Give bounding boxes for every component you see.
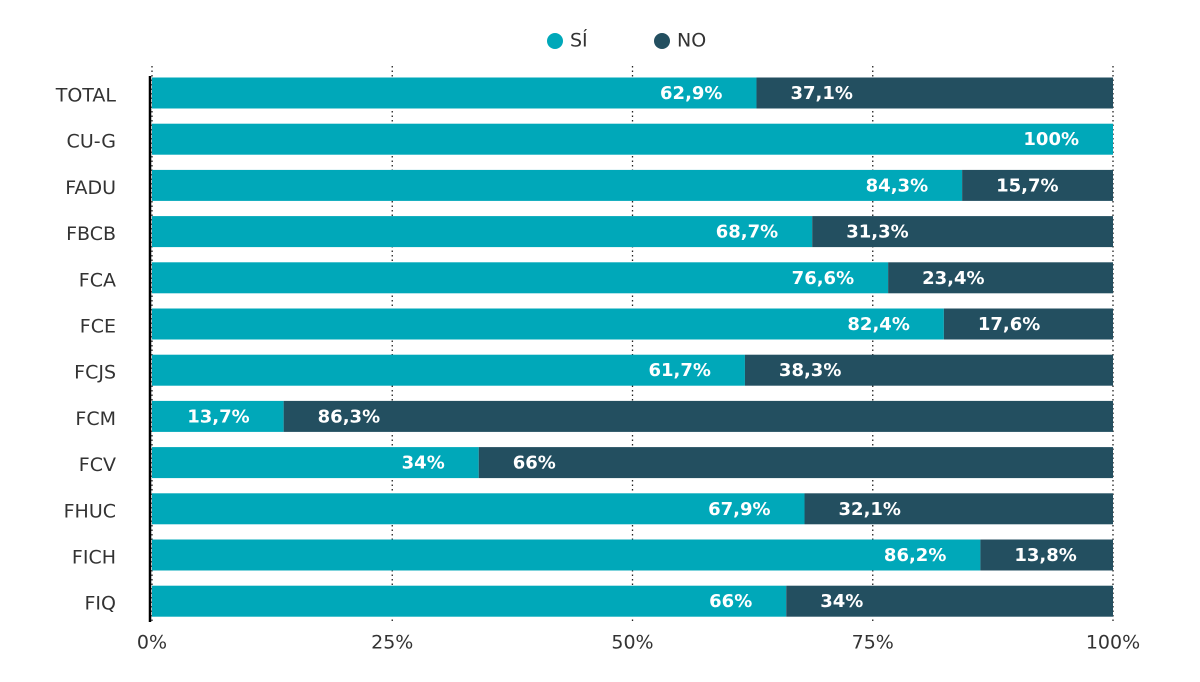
value-label: 100% xyxy=(1023,129,1079,150)
y-tick-label: FCM xyxy=(75,408,116,430)
x-tick-label: 0% xyxy=(137,632,167,654)
bar-segment xyxy=(756,77,1113,109)
legend-marker xyxy=(654,33,670,49)
value-label: 38,3% xyxy=(779,360,841,381)
bar-segment xyxy=(152,447,479,479)
value-label: 62,9% xyxy=(660,83,722,104)
bar-segment xyxy=(152,354,745,386)
y-tick-label: CU-G xyxy=(67,131,116,153)
value-label: 68,7% xyxy=(716,222,778,243)
y-tick-label: FHUC xyxy=(64,500,116,522)
bar-segment xyxy=(283,400,1114,432)
value-label: 82,4% xyxy=(847,314,909,335)
x-tick-label: 50% xyxy=(611,632,653,654)
bar-segment xyxy=(152,169,963,201)
value-label: 86,3% xyxy=(318,406,380,427)
value-label: 67,9% xyxy=(708,499,770,520)
value-label: 34% xyxy=(402,453,445,474)
value-label: 13,8% xyxy=(1014,545,1076,566)
bar-segment xyxy=(980,539,1113,571)
bar-segment xyxy=(943,308,1113,340)
bar-segment xyxy=(804,493,1113,525)
bar-segment xyxy=(152,493,805,525)
y-tick-label: FICH xyxy=(72,547,116,569)
y-tick-label: FCA xyxy=(79,269,116,291)
value-label: 13,7% xyxy=(187,406,249,427)
y-tick-label: FCJS xyxy=(74,362,116,384)
bar-segment xyxy=(888,262,1113,294)
value-label: 31,3% xyxy=(846,222,908,243)
value-label: 15,7% xyxy=(996,175,1058,196)
y-tick-label: FCE xyxy=(80,316,116,338)
bar-segment xyxy=(786,585,1113,617)
bar-segment xyxy=(152,77,757,109)
x-tick-label: 75% xyxy=(852,632,894,654)
legend-marker xyxy=(547,33,563,49)
legend-label: NO xyxy=(677,30,706,52)
value-label: 37,1% xyxy=(790,83,852,104)
value-label: 66% xyxy=(709,591,752,612)
value-label: 66% xyxy=(513,453,556,474)
bar-segment xyxy=(152,308,944,340)
y-tick-label: TOTAL xyxy=(55,85,117,107)
bar-segment xyxy=(812,216,1113,248)
bar-segment xyxy=(152,585,787,617)
bar-segment xyxy=(744,354,1113,386)
y-tick-label: FADU xyxy=(65,177,116,199)
bar-segment xyxy=(152,539,981,571)
y-tick-label: FBCB xyxy=(66,223,116,245)
value-label: 84,3% xyxy=(866,175,928,196)
bar-segment xyxy=(962,169,1113,201)
bar-segment xyxy=(152,262,889,294)
value-label: 17,6% xyxy=(978,314,1040,335)
bar-segment xyxy=(478,447,1113,479)
value-label: 34% xyxy=(820,591,863,612)
x-tick-label: 25% xyxy=(371,632,413,654)
value-label: 76,6% xyxy=(792,268,854,289)
bar-segment xyxy=(152,400,284,432)
y-tick-label: FIQ xyxy=(85,593,117,615)
value-label: 86,2% xyxy=(884,545,946,566)
legend-label: SÍ xyxy=(570,29,588,52)
bar-segment xyxy=(152,123,1113,155)
x-tick-label: 100% xyxy=(1086,632,1140,654)
value-label: 23,4% xyxy=(922,268,984,289)
y-tick-label: FCV xyxy=(79,454,116,476)
value-label: 61,7% xyxy=(648,360,710,381)
value-label: 32,1% xyxy=(839,499,901,520)
bar-segment xyxy=(152,216,813,248)
